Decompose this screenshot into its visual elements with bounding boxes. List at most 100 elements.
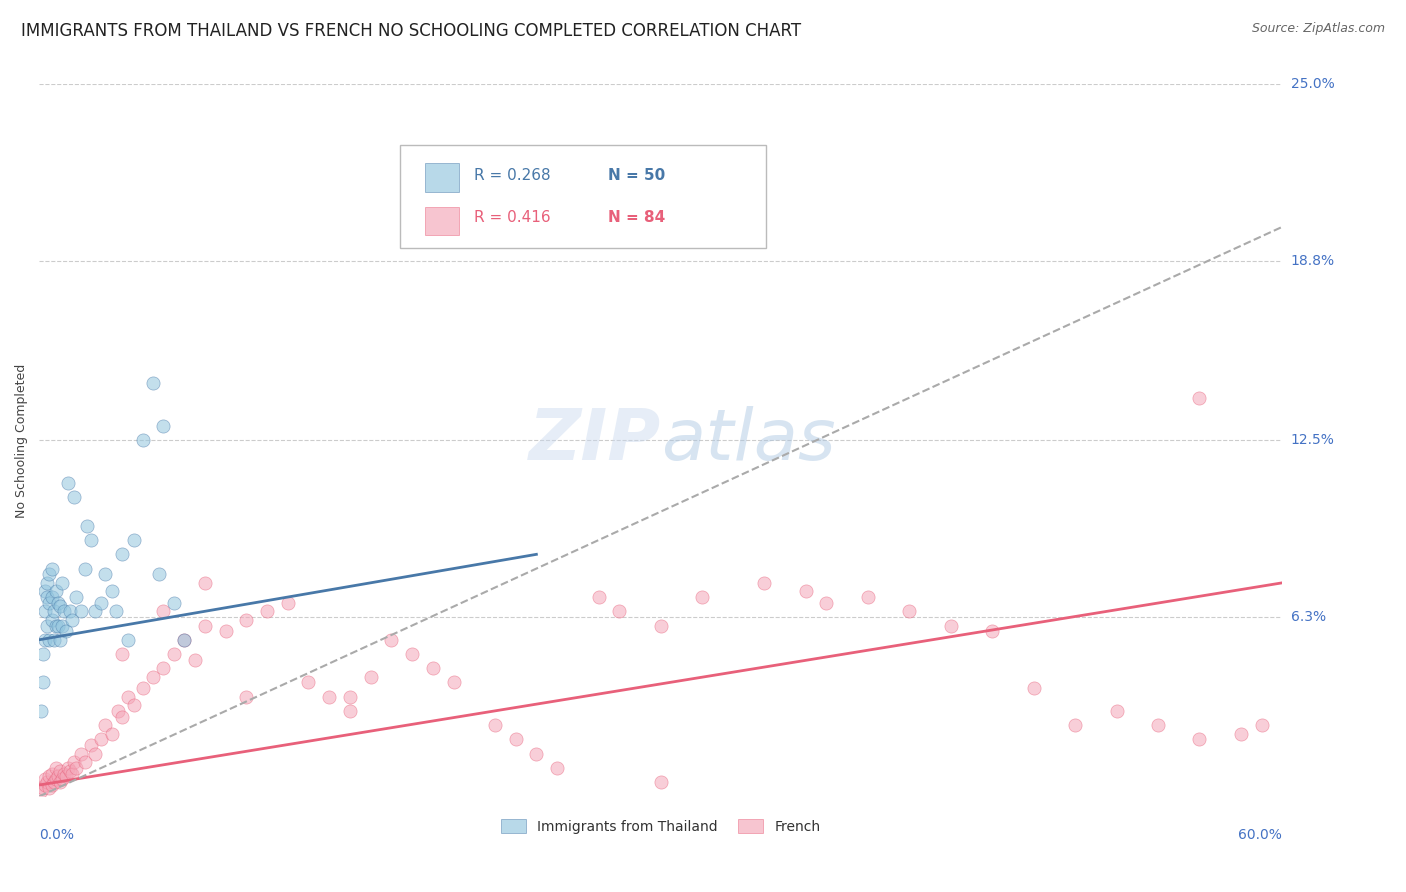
- Point: [235, 690, 257, 704]
- Point: [30, 783, 52, 797]
- Point: [55, 624, 77, 639]
- Point: [45, 761, 67, 775]
- Point: [73, 561, 96, 575]
- Point: [69, 604, 91, 618]
- Point: [505, 732, 527, 747]
- Point: [100, 727, 122, 741]
- Point: [49, 632, 72, 647]
- FancyBboxPatch shape: [425, 207, 460, 235]
- Point: [34, 778, 56, 792]
- Text: 12.5%: 12.5%: [1291, 434, 1334, 448]
- Point: [34, 632, 56, 647]
- Point: [80, 533, 103, 547]
- Point: [1230, 727, 1253, 741]
- Point: [69, 747, 91, 761]
- Point: [235, 613, 257, 627]
- Point: [90, 732, 112, 747]
- Point: [84, 604, 107, 618]
- Point: [124, 698, 146, 713]
- Point: [111, 709, 134, 723]
- Point: [60, 766, 83, 780]
- Text: ZIP: ZIP: [529, 406, 661, 475]
- Point: [339, 690, 361, 704]
- Text: 18.8%: 18.8%: [1291, 254, 1334, 268]
- Point: [63, 756, 86, 770]
- Point: [142, 376, 165, 391]
- Point: [45, 772, 67, 787]
- Point: [100, 584, 122, 599]
- Point: [60, 613, 83, 627]
- Point: [422, 661, 444, 675]
- Point: [163, 596, 186, 610]
- FancyBboxPatch shape: [425, 163, 460, 192]
- Point: [51, 575, 73, 590]
- Point: [38, 780, 60, 795]
- Point: [41, 590, 63, 604]
- Point: [49, 775, 72, 789]
- Text: R = 0.416: R = 0.416: [474, 211, 551, 225]
- Point: [42, 604, 65, 618]
- Point: [90, 596, 112, 610]
- Point: [41, 766, 63, 780]
- Point: [898, 604, 921, 618]
- Point: [607, 604, 630, 618]
- Point: [73, 756, 96, 770]
- Point: [41, 778, 63, 792]
- Point: [546, 761, 568, 775]
- Point: [76, 519, 98, 533]
- Text: N = 84: N = 84: [609, 211, 666, 225]
- Point: [1250, 718, 1272, 732]
- Point: [53, 604, 76, 618]
- Y-axis label: No Schooling Completed: No Schooling Completed: [15, 363, 28, 517]
- Point: [49, 599, 72, 613]
- Point: [34, 604, 56, 618]
- Point: [124, 533, 146, 547]
- Point: [37, 590, 59, 604]
- Point: [1188, 391, 1211, 405]
- Point: [152, 419, 174, 434]
- Point: [53, 766, 76, 780]
- Point: [111, 647, 134, 661]
- Point: [142, 670, 165, 684]
- Point: [401, 647, 423, 661]
- Point: [84, 747, 107, 761]
- Point: [148, 567, 170, 582]
- Point: [59, 604, 82, 618]
- Point: [38, 567, 60, 582]
- Point: [65, 761, 87, 775]
- Point: [360, 670, 382, 684]
- Point: [132, 434, 155, 448]
- Point: [51, 772, 73, 787]
- Point: [34, 584, 56, 599]
- Text: 25.0%: 25.0%: [1291, 78, 1334, 92]
- Point: [256, 604, 278, 618]
- Point: [297, 675, 319, 690]
- Point: [173, 632, 195, 647]
- Point: [104, 604, 127, 618]
- Point: [117, 690, 139, 704]
- Point: [117, 632, 139, 647]
- Point: [56, 476, 79, 491]
- Point: [37, 618, 59, 632]
- Point: [65, 590, 87, 604]
- Text: atlas: atlas: [661, 406, 835, 475]
- Text: 60.0%: 60.0%: [1239, 829, 1282, 842]
- Point: [152, 604, 174, 618]
- Point: [318, 690, 340, 704]
- Point: [132, 681, 155, 696]
- Point: [42, 775, 65, 789]
- Text: R = 0.268: R = 0.268: [474, 168, 551, 183]
- Point: [214, 624, 236, 639]
- Point: [1105, 704, 1128, 718]
- Point: [94, 718, 117, 732]
- Point: [51, 618, 73, 632]
- Point: [55, 769, 77, 783]
- Point: [41, 561, 63, 575]
- Point: [1064, 718, 1087, 732]
- Point: [32, 675, 55, 690]
- Point: [152, 661, 174, 675]
- Point: [59, 764, 82, 778]
- Point: [650, 775, 672, 789]
- Point: [163, 647, 186, 661]
- Point: [815, 596, 838, 610]
